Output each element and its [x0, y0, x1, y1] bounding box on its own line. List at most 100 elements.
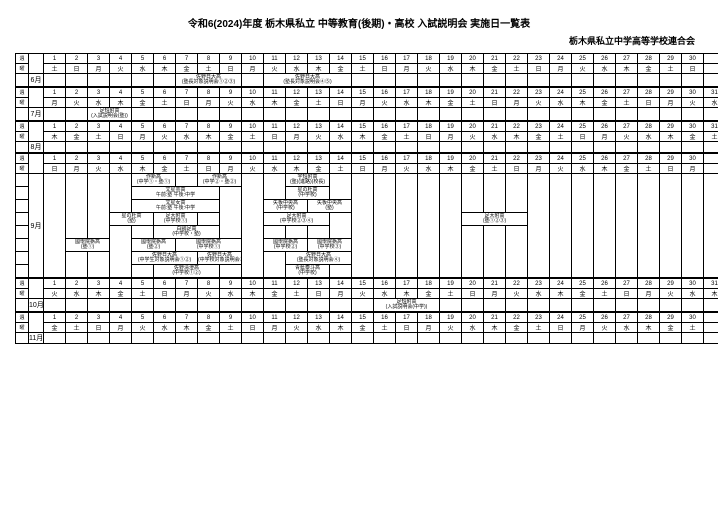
day-number: 31 — [704, 279, 718, 289]
day-number: 8 — [198, 54, 220, 64]
day-number: 29 — [660, 122, 682, 132]
day-number: 12 — [286, 279, 308, 289]
day-number: 14 — [330, 54, 352, 64]
day-number: 17 — [396, 54, 418, 64]
day-of-week: 土 — [176, 164, 198, 174]
day-of-week: 火 — [440, 323, 462, 333]
day-of-week: 月 — [286, 132, 308, 142]
day-number: 27 — [616, 154, 638, 164]
row-label-week: 週 — [16, 313, 29, 323]
day-of-week: 月 — [528, 164, 550, 174]
day-number: 9 — [220, 279, 242, 289]
day-number: 25 — [572, 313, 594, 323]
day-number: 26 — [594, 154, 616, 164]
day-of-week: 土 — [286, 289, 308, 299]
day-number: 10 — [242, 122, 264, 132]
event-cell: 文星女高午前:塾 午後:中学 — [132, 200, 220, 213]
day-number: 2 — [66, 54, 88, 64]
day-number: 30 — [682, 54, 704, 64]
month-table: 週123456789101112131415161718192021222324… — [15, 121, 718, 153]
day-number: 13 — [308, 88, 330, 98]
day-of-week: 水 — [440, 64, 462, 74]
day-number: 12 — [286, 122, 308, 132]
day-of-week: 火 — [506, 289, 528, 299]
day-number: 21 — [484, 122, 506, 132]
day-of-week: 月 — [330, 289, 352, 299]
event-cell: 佐野日大高(中学生対象説明会①②) — [132, 252, 198, 265]
day-number: 23 — [528, 54, 550, 64]
day-number: 16 — [374, 313, 396, 323]
day-of-week: 木 — [616, 64, 638, 74]
day-number: 27 — [616, 122, 638, 132]
day-number: 4 — [110, 122, 132, 132]
day-number: 12 — [286, 54, 308, 64]
day-of-week: 木 — [704, 289, 718, 299]
day-number: 27 — [616, 279, 638, 289]
day-number: 10 — [242, 154, 264, 164]
row-label-dow: 曜 — [16, 323, 29, 333]
day-number: 5 — [132, 313, 154, 323]
day-number: 1 — [44, 54, 66, 64]
day-number: 28 — [638, 122, 660, 132]
day-of-week: 日 — [198, 164, 220, 174]
day-number: 21 — [484, 313, 506, 323]
day-number: 20 — [462, 122, 484, 132]
row-label-week: 週 — [16, 154, 29, 164]
month-label: 10月 — [29, 299, 44, 312]
day-of-week: 水 — [132, 64, 154, 74]
day-number: 14 — [330, 154, 352, 164]
event-cell: 佐野日大高(塾長対象説明会④⑤) — [264, 74, 352, 87]
event-cell: 國學院栃高(塾①) — [66, 239, 110, 252]
day-number: 23 — [528, 313, 550, 323]
day-number: 25 — [572, 154, 594, 164]
day-of-week: 木 — [572, 98, 594, 108]
day-of-week: 火 — [396, 164, 418, 174]
day-of-week: 水 — [154, 323, 176, 333]
day-number: 22 — [506, 54, 528, 64]
month-table: 週123456789101112131415161718192021222324… — [15, 312, 718, 344]
day-number: 24 — [550, 122, 572, 132]
day-number: 5 — [132, 88, 154, 98]
day-of-week: 金 — [506, 323, 528, 333]
day-of-week: 日 — [352, 164, 374, 174]
day-of-week: 火 — [374, 98, 396, 108]
day-of-week: 金 — [264, 289, 286, 299]
day-number: 5 — [132, 279, 154, 289]
day-of-week: 金 — [44, 323, 66, 333]
day-of-week: 木 — [110, 98, 132, 108]
day-number: 6 — [154, 313, 176, 323]
row-label-dow: 曜 — [16, 164, 29, 174]
day-of-week: 土 — [242, 132, 264, 142]
day-of-week: 金 — [176, 64, 198, 74]
day-of-week: 木 — [176, 323, 198, 333]
day-number: 3 — [88, 122, 110, 132]
day-number: 2 — [66, 122, 88, 132]
day-number: 18 — [418, 313, 440, 323]
day-number: 1 — [44, 88, 66, 98]
day-of-week: 水 — [88, 98, 110, 108]
day-number: 15 — [352, 313, 374, 323]
row-label-dow: 曜 — [16, 289, 29, 299]
day-number: 22 — [506, 279, 528, 289]
event-cell: 文星芸高午前:塾 午後:中学 — [132, 187, 220, 200]
day-number: 18 — [418, 154, 440, 164]
day-number: 12 — [286, 313, 308, 323]
day-of-week: 日 — [660, 164, 682, 174]
day-of-week: 月 — [88, 64, 110, 74]
day-of-week: 木 — [88, 289, 110, 299]
day-of-week: 木 — [594, 164, 616, 174]
day-number: 21 — [484, 279, 506, 289]
day-of-week: 土 — [594, 289, 616, 299]
day-of-week: 日 — [462, 289, 484, 299]
day-of-week: 土 — [462, 98, 484, 108]
day-number: 29 — [660, 154, 682, 164]
row-label-week: 週 — [16, 122, 29, 132]
day-of-week: 水 — [594, 64, 616, 74]
day-number: 5 — [132, 122, 154, 132]
day-of-week: 月 — [440, 132, 462, 142]
day-number: 29 — [660, 313, 682, 323]
day-number: 26 — [594, 88, 616, 98]
day-of-week: 月 — [418, 323, 440, 333]
day-of-week: 水 — [616, 323, 638, 333]
day-number: 2 — [66, 279, 88, 289]
